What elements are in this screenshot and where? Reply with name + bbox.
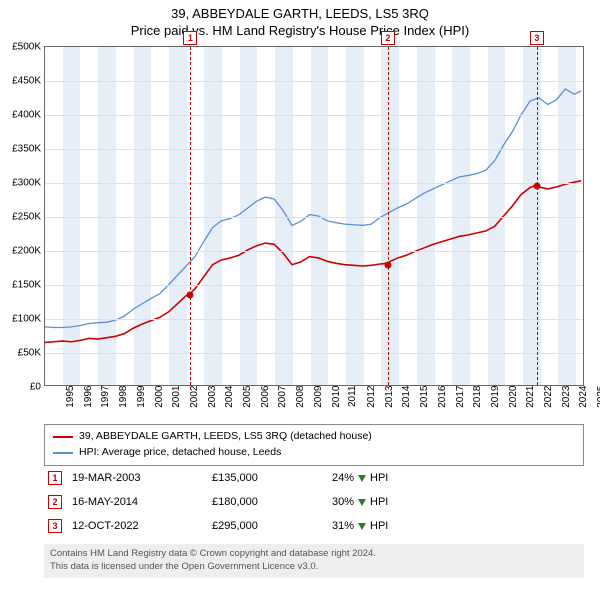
x-axis-label: 2010 [330, 386, 341, 408]
legend-swatch [53, 452, 73, 454]
event-marker-line [388, 47, 389, 385]
gridline [45, 81, 583, 82]
x-axis-label: 2003 [206, 386, 217, 408]
event-marker-line [537, 47, 538, 385]
legend-item-property: 39, ABBEYDALE GARTH, LEEDS, LS5 3RQ (det… [53, 429, 575, 445]
y-axis-label: £150K [3, 280, 41, 291]
x-axis-label: 2011 [347, 386, 358, 408]
y-axis-label: £250K [3, 212, 41, 223]
x-axis-label: 1996 [82, 386, 93, 408]
event-badge: 3 [530, 31, 544, 45]
x-axis-label: 2017 [454, 386, 465, 408]
x-axis-label: 2001 [171, 386, 182, 408]
event-delta: 31% HPI [332, 520, 388, 532]
down-arrow-icon [358, 475, 366, 482]
y-axis-label: £50K [3, 348, 41, 359]
event-row: 3 12-OCT-2022 £295,000 31% HPI [44, 514, 584, 538]
y-axis-label: £100K [3, 314, 41, 325]
y-axis-label: £450K [3, 76, 41, 87]
x-axis-label: 2006 [260, 386, 271, 408]
x-axis-label: 2023 [560, 386, 571, 408]
event-price: £295,000 [212, 520, 322, 532]
event-price: £180,000 [212, 496, 322, 508]
x-axis-label: 1999 [136, 386, 147, 408]
event-date: 19-MAR-2003 [72, 472, 202, 484]
down-arrow-icon [358, 523, 366, 530]
event-badge: 2 [381, 31, 395, 45]
x-axis-label: 2013 [383, 386, 394, 408]
event-marker-line [190, 47, 191, 385]
event-badge: 1 [48, 471, 62, 485]
gridline [45, 353, 583, 354]
x-axis-label: 2000 [153, 386, 164, 408]
chart-subtitle: Price paid vs. HM Land Registry's House … [0, 23, 600, 40]
y-axis-label: £300K [3, 178, 41, 189]
event-delta: 24% HPI [332, 472, 388, 484]
x-axis-label: 2025 [596, 386, 600, 408]
title-block: 39, ABBEYDALE GARTH, LEEDS, LS5 3RQ Pric… [0, 0, 600, 40]
legend-swatch [53, 436, 73, 438]
y-axis-label: £200K [3, 246, 41, 257]
x-axis-label: 2015 [419, 386, 430, 408]
chart-svg [45, 47, 583, 385]
event-date: 12-OCT-2022 [72, 520, 202, 532]
x-axis-label: 1997 [100, 386, 111, 408]
y-axis-label: £350K [3, 144, 41, 155]
y-axis-label: £400K [3, 110, 41, 121]
legend-label: HPI: Average price, detached house, Leed… [79, 445, 281, 461]
x-axis-label: 2002 [189, 386, 200, 408]
event-badge: 3 [48, 519, 62, 533]
legend-label: 39, ABBEYDALE GARTH, LEEDS, LS5 3RQ (det… [79, 429, 372, 445]
legend-item-hpi: HPI: Average price, detached house, Leed… [53, 445, 575, 461]
x-axis-label: 2014 [401, 386, 412, 408]
footer-line: Contains HM Land Registry data © Crown c… [50, 548, 578, 561]
x-axis-label: 2012 [366, 386, 377, 408]
chart-title: 39, ABBEYDALE GARTH, LEEDS, LS5 3RQ [0, 6, 600, 23]
x-axis-label: 2008 [295, 386, 306, 408]
x-axis-label: 2020 [507, 386, 518, 408]
gridline [45, 251, 583, 252]
x-axis-label: 2021 [525, 386, 536, 408]
event-badge: 2 [48, 495, 62, 509]
x-axis-label: 2024 [578, 386, 589, 408]
x-axis-label: 1998 [118, 386, 129, 408]
series-line-hpi [45, 89, 581, 328]
data-point-dot [384, 261, 391, 268]
gridline [45, 115, 583, 116]
x-axis-label: 2018 [472, 386, 483, 408]
x-axis-label: 2007 [277, 386, 288, 408]
x-axis-label: 2016 [437, 386, 448, 408]
gridline [45, 285, 583, 286]
event-delta: 30% HPI [332, 496, 388, 508]
event-price: £135,000 [212, 472, 322, 484]
event-row: 2 16-MAY-2014 £180,000 30% HPI [44, 490, 584, 514]
gridline [45, 183, 583, 184]
gridline [45, 149, 583, 150]
event-badge: 1 [183, 31, 197, 45]
x-axis-label: 2022 [543, 386, 554, 408]
gridline [45, 217, 583, 218]
data-point-dot [533, 183, 540, 190]
x-axis-label: 2004 [224, 386, 235, 408]
chart-plot-area: £0£50K£100K£150K£200K£250K£300K£350K£400… [44, 46, 584, 386]
x-axis-label: 2019 [490, 386, 501, 408]
event-row: 1 19-MAR-2003 £135,000 24% HPI [44, 466, 584, 490]
gridline [45, 319, 583, 320]
y-axis-label: £500K [3, 42, 41, 53]
x-axis-label: 2005 [242, 386, 253, 408]
y-axis-label: £0 [3, 382, 41, 393]
down-arrow-icon [358, 499, 366, 506]
events-table: 1 19-MAR-2003 £135,000 24% HPI 2 16-MAY-2014 £… [44, 466, 584, 538]
x-axis-label: 2009 [313, 386, 324, 408]
chart-container: 39, ABBEYDALE GARTH, LEEDS, LS5 3RQ Pric… [0, 0, 600, 590]
data-point-dot [187, 292, 194, 299]
legend: 39, ABBEYDALE GARTH, LEEDS, LS5 3RQ (det… [44, 424, 584, 466]
footer-line: This data is licensed under the Open Gov… [50, 561, 578, 574]
x-axis-label: 1995 [65, 386, 76, 408]
footer: Contains HM Land Registry data © Crown c… [44, 544, 584, 578]
event-date: 16-MAY-2014 [72, 496, 202, 508]
